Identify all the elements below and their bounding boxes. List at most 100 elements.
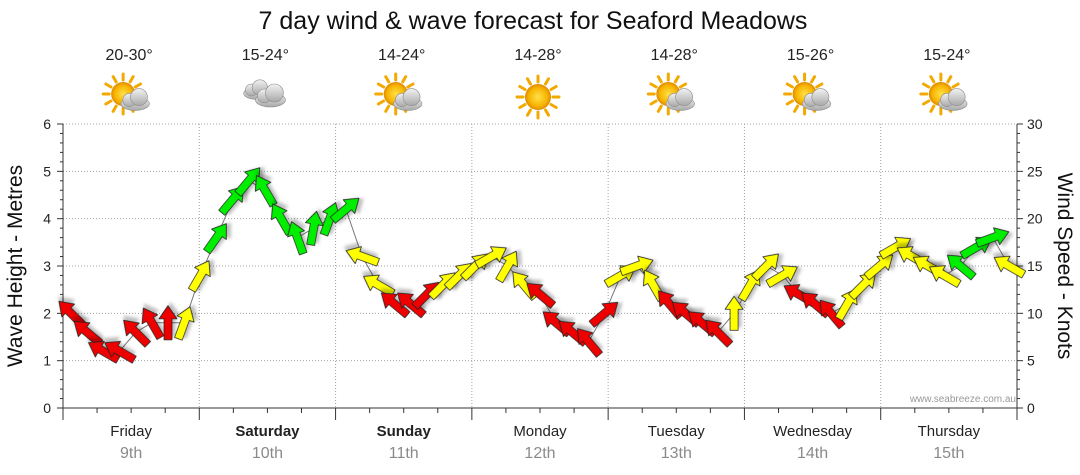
left-tick-label: 1 [43,353,51,369]
right-axis-title: Wind Speed - Knots [1053,173,1076,360]
sun-ray [401,75,408,84]
sun-ray [785,99,794,106]
day-name: Thursday [918,423,981,440]
sun-ray [656,104,663,113]
sun-ray [384,75,391,84]
wind-arrow [380,292,411,319]
wind-arrow [878,236,911,260]
wind-arrow [724,295,744,331]
cloud-part [402,88,421,106]
sun-ray [384,104,391,113]
wind-arrow [158,305,178,341]
wind-arrow [254,175,278,208]
sun-ray [810,75,817,84]
wind-arrow [765,265,798,288]
sun-ray [649,99,658,106]
wind-arrow [123,319,151,348]
day-name: Sunday [377,423,432,440]
left-tick-label: 5 [43,163,51,179]
temperature-label: 14-28° [514,47,561,64]
day-date: 11th [389,445,419,462]
cloud-part [947,88,966,106]
sun-ray [549,103,558,109]
sun-ray [649,82,658,89]
day-date: 12th [524,445,555,462]
sun-ray [922,82,931,89]
temperature-label: 14-28° [651,47,698,64]
sun-ray [678,82,688,89]
temperature-label: 14-24° [378,47,425,64]
wind-arrow [73,320,104,347]
sun-ray [929,104,936,113]
sun-ray [544,77,550,86]
sun-shape [515,74,561,120]
sun-ray [815,82,824,89]
left-tick-label: 3 [43,258,51,274]
wind-arrow [929,265,962,288]
sun-ray [376,99,386,106]
wind-arrow [203,223,227,255]
sun-ray [946,75,953,84]
sun-ray [793,104,800,113]
sun-ray [406,82,415,89]
sun-ray [929,75,936,84]
right-tick-label: 30 [1027,116,1043,132]
weather-row: 20-30° 15-24° 14-24° 14-28° 14-28° 15-26° 15-2… [101,47,971,120]
right-tick-label: 10 [1027,305,1043,321]
right-tick-label: 25 [1027,163,1043,179]
cloud-shape [802,88,832,111]
day-name: Tuesday [648,423,705,440]
sun-ray [673,75,680,84]
left-tick-label: 0 [43,400,51,416]
cloud-shape [665,88,695,111]
right-tick-label: 15 [1027,258,1043,274]
left-tick-label: 2 [43,305,51,321]
wind-arrow [287,221,308,256]
day-name: Saturday [235,423,300,440]
sun-ray [518,85,527,91]
cloud-part [265,83,284,103]
sun-ray [518,103,527,109]
wind-series [58,167,1027,364]
wind-arrow [975,227,1010,248]
sun-ray [656,75,663,84]
sun-ray [376,82,386,89]
temperature-label: 15-26° [787,47,834,64]
wind-arrow [188,260,211,293]
sun-ray [104,99,113,106]
right-tick-label: 5 [1027,353,1035,369]
day-date: 13th [661,445,692,462]
cloud-shape [255,83,286,108]
day-date: 15th [933,445,964,462]
partly-cloudy-icon [101,72,150,116]
sun-ray [111,104,118,113]
sun-ray [128,75,135,84]
left-tick-label: 6 [43,116,51,132]
sun-ray [549,85,558,91]
cloud-part [811,88,830,106]
sun-ray [526,108,532,117]
chart-title: 7 day wind & wave forecast for Seaford M… [259,7,808,35]
wind-arrow [329,197,360,224]
wind-arrow [705,319,734,348]
day-date: 9th [120,445,142,462]
partly-cloudy-icon [919,72,968,116]
sun-ray [104,82,113,89]
wind-arrow [495,250,518,284]
sun-ray [526,77,532,86]
day-name: Friday [110,423,152,440]
cloud-shape [938,88,968,111]
wind-arrow [577,328,603,358]
wind-arrow [234,167,261,197]
wind-arrow [305,210,324,246]
sun-ray [785,82,794,89]
wind-arrow [947,254,977,281]
right-axis-ticks: 0 5 10 15 20 25 30 [1017,116,1043,416]
cloud-part [130,88,148,106]
cloudy-icon [243,79,286,108]
day-name: Wednesday [773,423,852,440]
wind-arrow [104,341,137,364]
wind-arrow [174,306,195,341]
grid [63,123,1017,408]
